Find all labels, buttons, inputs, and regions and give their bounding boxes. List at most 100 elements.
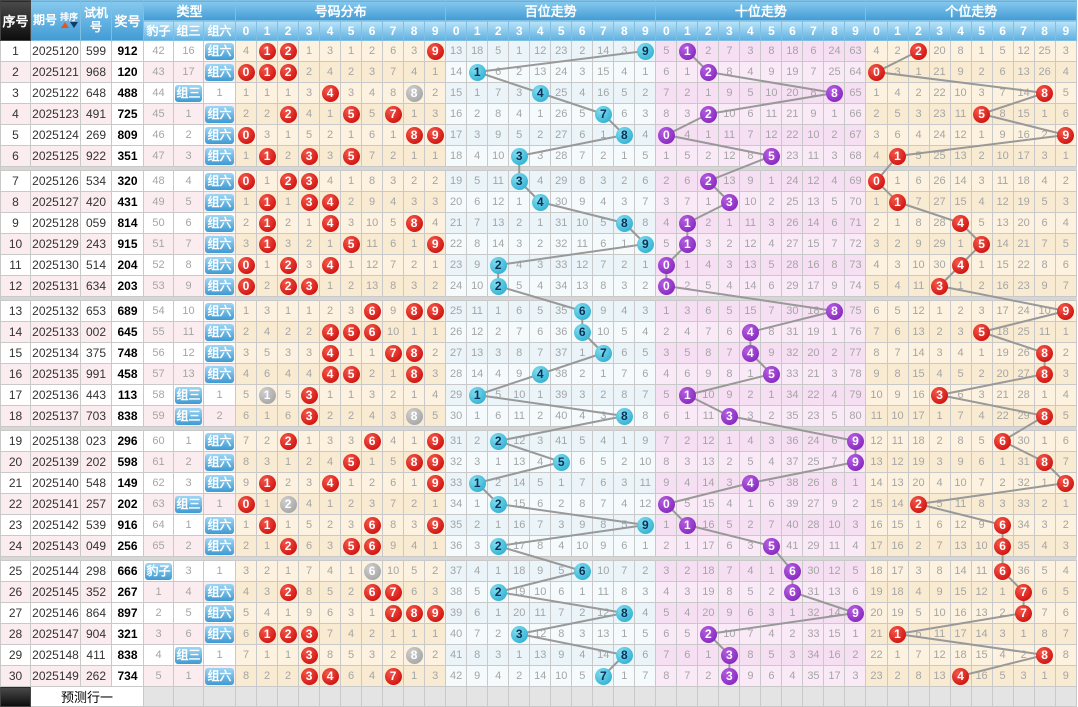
prediction-empty-cell[interactable] <box>613 686 636 707</box>
prediction-empty-cell[interactable] <box>886 686 909 707</box>
miss-cell: 11 <box>802 145 825 167</box>
miss-cell: 12 <box>886 451 909 473</box>
type-cell-1: 5 <box>173 602 204 624</box>
miss-cell: 12 <box>1012 40 1035 62</box>
miss-cell: 7 <box>592 254 615 276</box>
prediction-empty-cell[interactable] <box>949 686 972 707</box>
prediction-empty-cell[interactable] <box>991 686 1014 707</box>
miss-cell: 12 <box>697 430 720 452</box>
prediction-empty-cell[interactable] <box>781 686 804 707</box>
prediction-empty-cell[interactable] <box>173 686 204 707</box>
prediction-empty-cell[interactable] <box>298 686 321 707</box>
miss-cell: 16 <box>970 665 993 687</box>
prediction-empty-cell[interactable] <box>760 686 783 707</box>
miss-cell: 18 <box>802 300 825 322</box>
miss-cell: 4 <box>949 342 972 364</box>
prediction-empty-cell[interactable] <box>928 686 951 707</box>
miss-cell: 5 <box>403 560 426 582</box>
type-cell-0: 62 <box>143 472 174 494</box>
prediction-empty-cell[interactable] <box>235 686 258 707</box>
prediction-empty-cell[interactable] <box>907 686 930 707</box>
number-ball: 8 <box>405 302 423 320</box>
prediction-empty-cell[interactable] <box>865 686 888 707</box>
prediction-empty-cell[interactable] <box>1012 686 1035 707</box>
miss-cell: 1 <box>970 124 993 146</box>
prediction-empty-cell[interactable] <box>340 686 363 707</box>
miss-cell: 6 <box>298 535 321 557</box>
miss-cell: 4 <box>529 82 552 104</box>
miss-cell: 8 <box>613 581 636 603</box>
prediction-empty-cell[interactable] <box>550 686 573 707</box>
prediction-empty-cell[interactable] <box>202 686 237 707</box>
miss-cell: 10 <box>865 384 888 406</box>
prize-number-cell: 321 <box>111 623 144 645</box>
prediction-empty-cell[interactable] <box>739 686 762 707</box>
miss-cell: 5 <box>1054 405 1078 427</box>
test-number-cell: 534 <box>80 170 112 192</box>
digit-header-ge-3: 3 <box>928 20 951 41</box>
prediction-empty-cell[interactable] <box>277 686 300 707</box>
type-ball-cell: 组六 <box>202 233 237 255</box>
prediction-empty-cell[interactable] <box>487 686 510 707</box>
type-cell-0: 52 <box>143 254 174 276</box>
prediction-empty-cell[interactable] <box>256 686 279 707</box>
prediction-empty-cell[interactable] <box>697 686 720 707</box>
prediction-empty-cell[interactable] <box>466 686 489 707</box>
miss-cell: 7 <box>718 342 741 364</box>
prediction-empty-cell[interactable] <box>361 686 384 707</box>
number-ball: 2 <box>279 256 297 274</box>
prediction-empty-cell[interactable] <box>382 686 405 707</box>
prediction-empty-cell[interactable] <box>508 686 531 707</box>
miss-cell: 6 <box>970 451 993 473</box>
prediction-empty-cell[interactable] <box>844 686 867 707</box>
prediction-empty-cell[interactable] <box>823 686 846 707</box>
prediction-empty-cell[interactable] <box>403 686 426 707</box>
prediction-empty-cell[interactable] <box>424 686 447 707</box>
miss-cell: 4 <box>319 560 342 582</box>
miss-cell: 1 <box>424 321 447 343</box>
miss-cell: 4 <box>760 623 783 645</box>
prediction-empty-cell[interactable] <box>1054 686 1078 707</box>
miss-cell: 37 <box>781 451 804 473</box>
prize-number-cell: 838 <box>111 405 144 427</box>
serial-cell: 28 <box>0 623 31 645</box>
prediction-empty-cell[interactable] <box>592 686 615 707</box>
prediction-empty-cell[interactable] <box>1033 686 1056 707</box>
miss-cell: 7 <box>928 535 951 557</box>
miss-cell: 6 <box>634 170 657 192</box>
prediction-empty-cell[interactable] <box>802 686 825 707</box>
prediction-empty-cell[interactable] <box>655 686 678 707</box>
miss-cell: 1 <box>256 623 279 645</box>
prediction-empty-cell[interactable] <box>718 686 741 707</box>
miss-cell: 3 <box>340 430 363 452</box>
digit-header-shi-7: 7 <box>802 20 825 41</box>
miss-cell: 15 <box>886 514 909 536</box>
prediction-empty-cell[interactable] <box>143 686 174 707</box>
type-cell-0: 49 <box>143 191 174 213</box>
miss-cell: 8 <box>613 212 636 234</box>
prediction-empty-cell[interactable] <box>319 686 342 707</box>
miss-cell: 14 <box>592 644 615 666</box>
prediction-empty-cell[interactable] <box>529 686 552 707</box>
prediction-empty-cell[interactable] <box>970 686 993 707</box>
miss-cell: 4 <box>1054 61 1078 83</box>
miss-cell: 11 <box>970 560 993 582</box>
sort-asc-icon[interactable] <box>60 22 69 28</box>
test-number-cell: 634 <box>80 275 112 297</box>
miss-cell: 33 <box>781 363 804 385</box>
prediction-empty-cell[interactable] <box>571 686 594 707</box>
miss-cell: 22 <box>991 405 1014 427</box>
prediction-empty-cell[interactable] <box>445 686 468 707</box>
miss-cell: 20 <box>781 82 804 104</box>
prediction-empty-cell[interactable] <box>676 686 699 707</box>
period-cell: 2025143 <box>30 535 81 557</box>
miss-cell: 5 <box>655 602 678 624</box>
miss-cell: 1 <box>256 472 279 494</box>
miss-cell: 1 <box>550 472 573 494</box>
period-cell: 2025142 <box>30 514 81 536</box>
number-ball: 4 <box>531 193 549 211</box>
prediction-empty-cell[interactable] <box>634 686 657 707</box>
sort-desc-icon[interactable] <box>69 22 78 28</box>
miss-cell: 2 <box>424 644 447 666</box>
miss-cell: 3 <box>298 384 321 406</box>
